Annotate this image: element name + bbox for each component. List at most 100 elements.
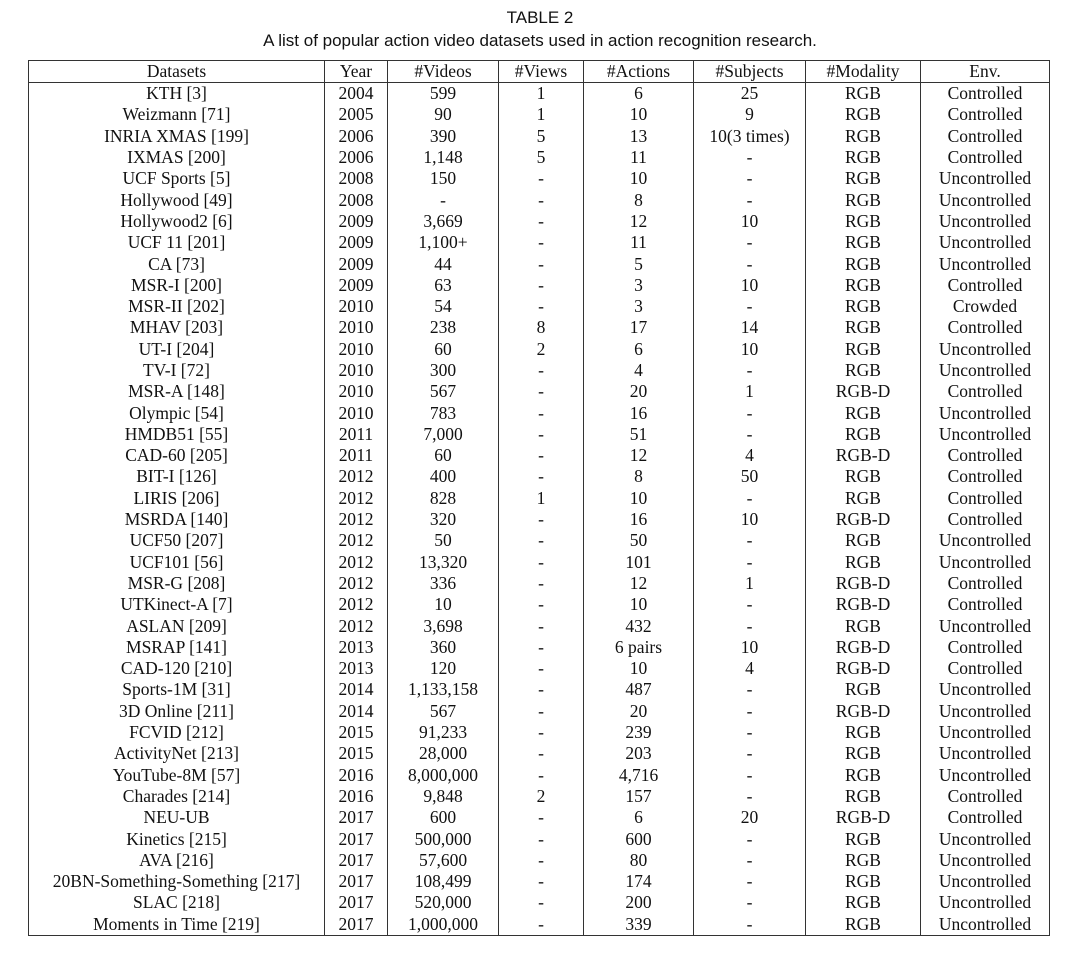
table-cell: - xyxy=(693,423,806,446)
table-cell: - xyxy=(693,913,806,936)
table-cell: 6 xyxy=(583,82,694,105)
table-cell: 7,000 xyxy=(387,423,499,446)
table-cell: MSRDA [140] xyxy=(28,508,325,531)
table-cell: 50 xyxy=(693,466,806,488)
table-cell: RGB-D xyxy=(805,508,921,531)
table-cell: Uncontrolled xyxy=(920,615,1050,637)
table-cell: Uncontrolled xyxy=(920,700,1050,722)
table-cell: 8,000,000 xyxy=(387,764,499,786)
table-cell: IXMAS [200] xyxy=(28,146,325,169)
table-cell: 57,600 xyxy=(387,849,499,871)
table-cell: Uncontrolled xyxy=(920,764,1050,786)
table-cell: RGB xyxy=(805,125,921,147)
table-cell: 60 xyxy=(387,445,499,467)
table-cell: - xyxy=(498,168,584,190)
table-cell: Uncontrolled xyxy=(920,892,1050,914)
table-cell: - xyxy=(693,232,806,254)
table-cell: UCF50 [207] xyxy=(28,530,325,552)
table-cell: Controlled xyxy=(920,317,1050,339)
table-cell: 17 xyxy=(583,317,694,339)
table-cell: Uncontrolled xyxy=(920,743,1050,765)
table-cell: - xyxy=(498,658,584,680)
table-row: MSR-II [202] 2010 54-3- RGB Crowded xyxy=(28,295,1050,318)
table-row: Weizmann [71] 2005 90 1 10 9 RGB Controlled xyxy=(28,104,1050,126)
table-cell: 8 xyxy=(583,189,694,211)
table-cell: 1 xyxy=(498,82,584,105)
table-cell: RGB xyxy=(805,870,921,893)
table-cell: 4 xyxy=(693,445,806,467)
header-cell: #Subjects xyxy=(693,60,806,83)
table-cell: RGB xyxy=(805,82,921,105)
table-cell: 2012 xyxy=(324,487,388,509)
table-row: NEU-UB 2017 600-6 20 RGB-D Controlled xyxy=(28,807,1050,829)
table-cell: 50 xyxy=(583,530,694,552)
table-cell: Uncontrolled xyxy=(920,210,1050,233)
table-cell: 4,716 xyxy=(583,764,694,786)
table-cell: 600 xyxy=(583,828,694,850)
table-cell: - xyxy=(693,785,806,808)
table-cell: 2017 xyxy=(324,807,388,829)
table-cell: RGB-D xyxy=(805,594,921,616)
table-cell: HMDB51 [55] xyxy=(28,423,325,446)
table-cell: 1 xyxy=(498,104,584,126)
table-cell: 80 xyxy=(583,849,694,871)
table-cell: - xyxy=(498,828,584,850)
table-cell: - xyxy=(498,445,584,467)
table-cell: RGB xyxy=(805,743,921,765)
table-caption: A list of popular action video datasets … xyxy=(263,31,817,50)
table-cell: 10 xyxy=(583,658,694,680)
table-cell: 5 xyxy=(498,125,584,147)
table-cell: 2009 xyxy=(324,274,388,296)
table-row: Olympic [54] 2010 783-16- RGB Uncontrolled xyxy=(28,402,1050,424)
table-cell: - xyxy=(498,359,584,382)
table-cell: RGB xyxy=(805,168,921,190)
table-cell: 600 xyxy=(387,807,499,829)
table-cell: Uncontrolled xyxy=(920,679,1050,701)
table-cell: - xyxy=(498,402,584,424)
table-cell: RGB xyxy=(805,764,921,786)
table-row: AVA [216] 2017 57,600-80- RGB Uncontrolled xyxy=(28,849,1050,871)
table-cell: RGB xyxy=(805,104,921,126)
table-cell: - xyxy=(498,466,584,488)
table-row: UCF101 [56] 2012 13,320-101- RGB Uncontrolle… xyxy=(28,551,1050,573)
table-cell: 12 xyxy=(583,572,694,595)
table-cell: 2011 xyxy=(324,423,388,446)
table-cell: 10 xyxy=(387,594,499,616)
table-cell: SLAC [218] xyxy=(28,892,325,914)
table-cell: RGB xyxy=(805,466,921,488)
table-cell: Olympic [54] xyxy=(28,402,325,424)
table-cell: 2009 xyxy=(324,210,388,233)
table-cell: Charades [214] xyxy=(28,785,325,808)
table-cell: 2012 xyxy=(324,551,388,573)
table-cell: 2008 xyxy=(324,189,388,211)
table-cell: 2017 xyxy=(324,892,388,914)
table-row: UT-I [204] 2010 60 2 6 10 RGB Uncontrolled xyxy=(28,338,1050,360)
table-row: MSR-I [200] 2009 63-3 10 RGB Controlled xyxy=(28,274,1050,296)
table-row: FCVID [212] 2015 91,233-239- RGB Uncontrolle… xyxy=(28,721,1050,744)
table-cell: - xyxy=(498,743,584,765)
table-cell: 599 xyxy=(387,82,499,105)
table-cell: 63 xyxy=(387,274,499,296)
table-cell: UCF Sports [5] xyxy=(28,168,325,190)
table-cell: 390 xyxy=(387,125,499,147)
table-cell: 2017 xyxy=(324,913,388,936)
table-cell: - xyxy=(693,764,806,786)
table-cell: 44 xyxy=(387,253,499,275)
table-row: MSRAP [141] 2013 360-6 pairs 10 RGB-D Control… xyxy=(28,636,1050,659)
table-cell: RGB xyxy=(805,423,921,446)
table-cell: RGB xyxy=(805,913,921,936)
table-cell: 174 xyxy=(583,870,694,893)
table-cell: 1 xyxy=(693,381,806,403)
table-cell: 4 xyxy=(583,359,694,382)
table-cell: MSRAP [141] xyxy=(28,636,325,659)
table-cell: 10 xyxy=(583,487,694,509)
table-cell: 2010 xyxy=(324,338,388,360)
table-cell: - xyxy=(498,295,584,318)
table-cell: MHAV [203] xyxy=(28,317,325,339)
table-cell: 10 xyxy=(693,274,806,296)
table-cell: - xyxy=(387,189,499,211)
table-cell: RGB-D xyxy=(805,636,921,659)
table-cell: Uncontrolled xyxy=(920,232,1050,254)
table-row: Moments in Time [219] 2017 1,000,000-339- R… xyxy=(28,913,1050,936)
table-cell: 1 xyxy=(498,487,584,509)
